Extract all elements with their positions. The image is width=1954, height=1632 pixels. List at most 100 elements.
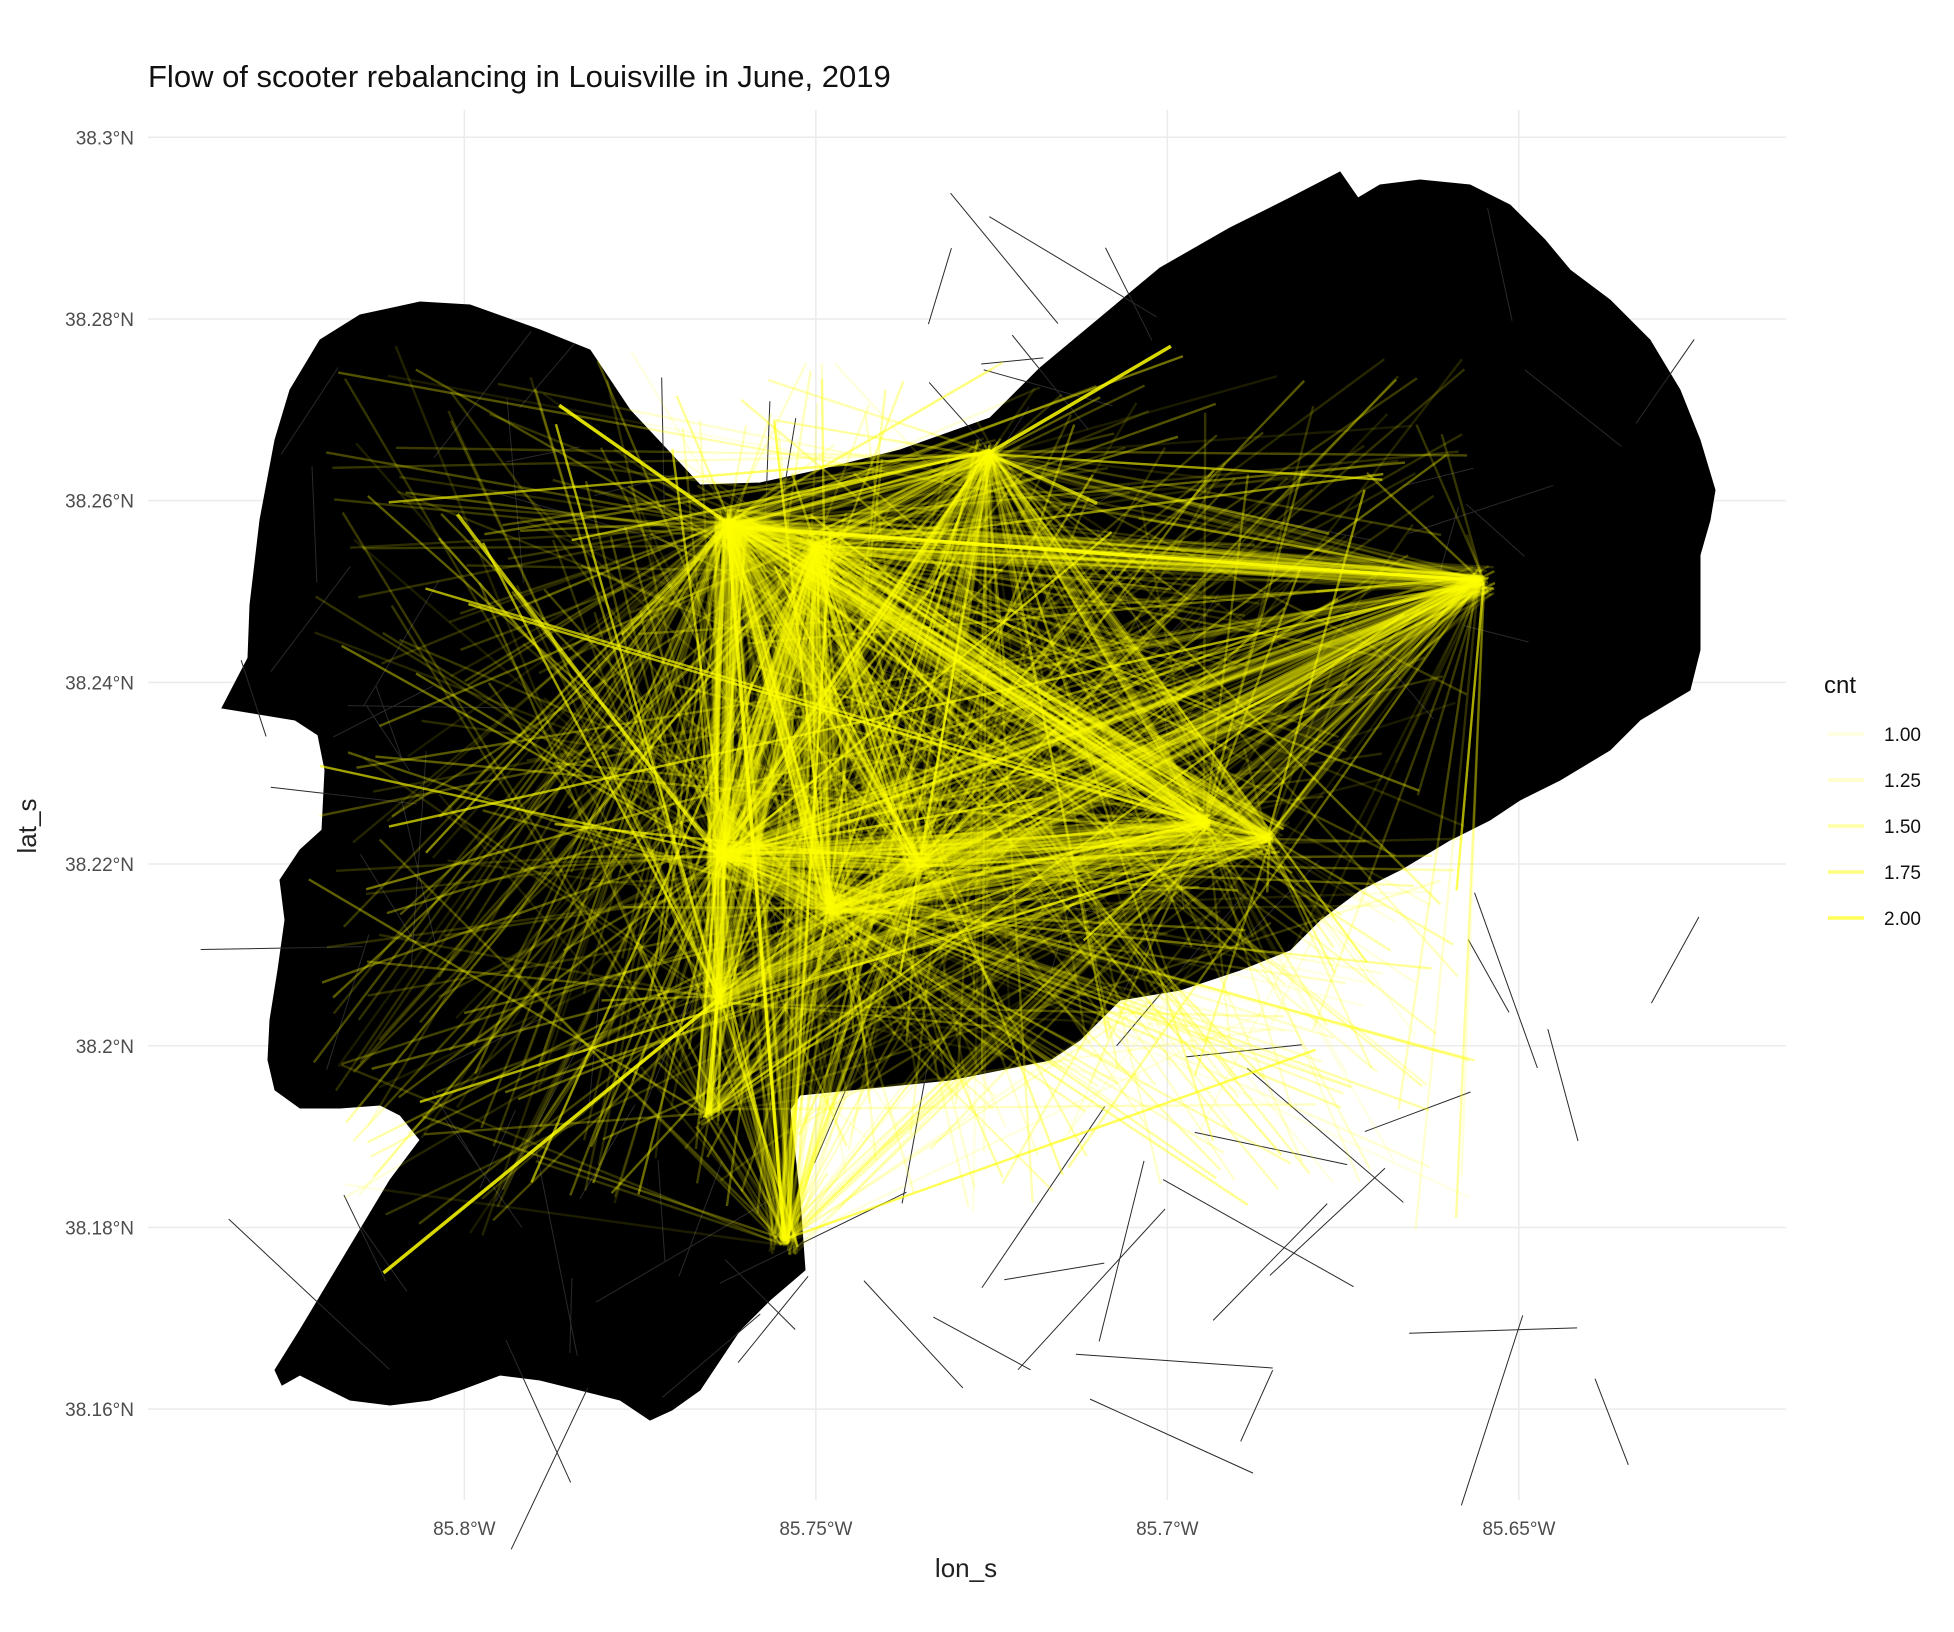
flow-line (843, 575, 1485, 1062)
flow-line (917, 558, 1133, 865)
flow-line (720, 847, 735, 999)
flow-line (779, 779, 1179, 1241)
flow-line (710, 1000, 784, 1242)
flow-line (1242, 747, 1269, 837)
flow-line (672, 710, 923, 866)
flow-line (344, 1183, 782, 1247)
flow-line (1394, 583, 1479, 764)
flow-line (726, 518, 1347, 753)
flow-line (723, 521, 774, 1235)
flow-line (781, 719, 1068, 1239)
flow-line (922, 469, 1215, 861)
flow-line (830, 594, 1102, 907)
boundary-line (915, 518, 1006, 598)
flow-line (785, 921, 1272, 1241)
flow-line (672, 710, 923, 866)
flow-line (501, 543, 818, 1191)
flow-line (713, 854, 720, 858)
flow-line (814, 545, 1219, 712)
flow-line (729, 432, 1115, 527)
flow-line (464, 521, 729, 683)
flow-line (723, 751, 742, 854)
flow-line (990, 451, 1442, 537)
flow-line (772, 579, 1478, 1241)
flow-line (742, 510, 1485, 579)
flow-line (507, 963, 783, 1246)
flow-line (898, 452, 993, 975)
flow-line (582, 908, 831, 1052)
boundary-line (1241, 860, 1320, 943)
flow-line (629, 455, 990, 614)
flow-line (802, 547, 819, 880)
flow-line (718, 849, 1430, 1112)
flow-line (723, 858, 732, 1012)
flow-line (716, 358, 1385, 853)
flow-line (724, 856, 1249, 1207)
flow-line (1266, 839, 1271, 893)
flow-line (724, 860, 923, 868)
flow-line (628, 451, 987, 631)
flow-line (704, 863, 919, 1004)
flow-line (823, 897, 830, 907)
boundary-line (1075, 1353, 1273, 1369)
flow-line (719, 565, 1490, 998)
flow-line (356, 581, 1485, 769)
flow-line (702, 777, 969, 1113)
flow-line (723, 854, 932, 868)
flow-line (590, 521, 727, 934)
flow-line (819, 550, 938, 880)
flow-line (582, 523, 733, 1141)
legend-label: 2.00 (1884, 909, 1921, 930)
flow-line (784, 588, 830, 1240)
flow-line (981, 448, 987, 454)
flow-line (809, 514, 1212, 825)
flow-line (728, 525, 854, 762)
flow-line (731, 524, 1269, 708)
flow-line (464, 521, 729, 683)
flow-line (813, 534, 1207, 821)
flow-line (934, 820, 1211, 862)
flow-line (730, 523, 1255, 547)
flow-line (724, 857, 844, 922)
flow-line (740, 398, 1267, 843)
flow-line (826, 578, 1470, 911)
flow-line (459, 523, 729, 615)
flow-line (637, 855, 720, 942)
x-axis-label: lon_s (935, 1553, 997, 1583)
flow-line (820, 538, 1272, 838)
flow-line (818, 540, 826, 546)
flow-line (881, 835, 1274, 1150)
flow-line (729, 454, 995, 526)
flow-line (715, 523, 919, 865)
flow-line (314, 631, 920, 866)
flow-line (371, 836, 1266, 1070)
flow-line (702, 1110, 773, 1232)
flow-line (802, 799, 1269, 836)
flow-line (552, 539, 722, 1000)
flow-line (725, 524, 918, 872)
flow-line (917, 771, 1129, 864)
flow-line (686, 455, 992, 939)
flow-line (832, 820, 1208, 907)
flow-line (698, 582, 1479, 1125)
flow-line (727, 362, 808, 523)
flow-line (787, 1048, 1316, 1240)
flow-line (580, 549, 816, 831)
flow-line (728, 836, 1272, 855)
flow-line (790, 452, 992, 742)
flow-line (407, 525, 732, 758)
flow-line (308, 878, 705, 1114)
flow-line (924, 378, 1398, 862)
flow-line (825, 569, 1114, 911)
flow-line (702, 833, 1266, 989)
flow-line (449, 391, 835, 915)
flow-line (730, 1005, 790, 1244)
flow-line (725, 520, 1472, 577)
flow-line (554, 822, 918, 863)
flow-line (723, 361, 1004, 525)
flow-line (919, 456, 990, 814)
flow-line (725, 542, 819, 1207)
flow-line (728, 508, 735, 520)
flow-line (817, 557, 1208, 828)
flow-line (398, 858, 720, 1099)
